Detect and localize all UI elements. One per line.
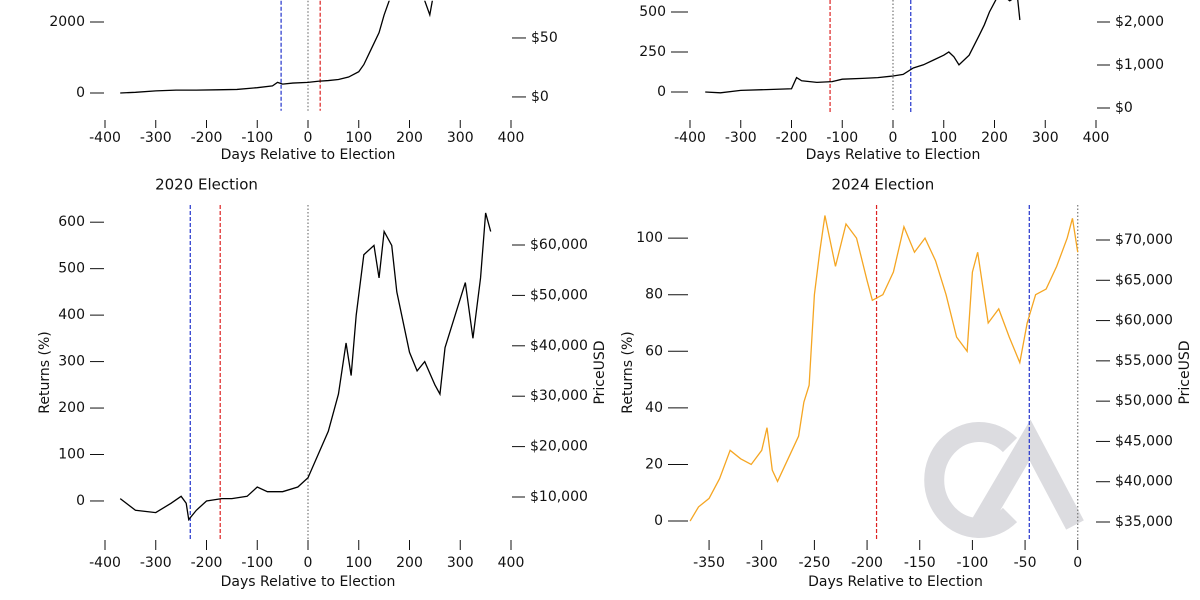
- y-tick-label: 200: [58, 400, 85, 416]
- watermark: [924, 419, 1084, 538]
- y2-tick-label: $30,000: [530, 388, 588, 404]
- x-tick-label: 100: [345, 555, 372, 571]
- x-tick-label: 200: [396, 555, 423, 571]
- x-tick-label: -200: [851, 555, 883, 571]
- y-tick-label: 300: [58, 354, 85, 370]
- y2-tick-label: $55,000: [1115, 353, 1173, 369]
- x-axis-label: Days Relative to Election: [808, 574, 983, 590]
- panel: 2020 Election -400 -300 -200 -100 0 100 200 300 4…: [37, 176, 608, 591]
- x-tick-label: -250: [799, 555, 831, 571]
- x-tick-label: -300: [140, 130, 172, 146]
- x-tick-label: -100: [826, 130, 858, 146]
- y2-tick-label: $50: [531, 30, 558, 46]
- y-tick-label: 60: [645, 343, 663, 359]
- y-tick-label: 80: [645, 287, 663, 303]
- y2-tick-label: $70,000: [1115, 232, 1173, 248]
- y2-tick-label: $40,000: [1115, 474, 1173, 490]
- y-tick-label: 20: [645, 456, 663, 472]
- y-tick-label: 100: [58, 447, 85, 463]
- y2-tick-label: $10,000: [530, 489, 588, 505]
- x-axis-label: Days Relative to Election: [806, 147, 981, 163]
- y2-tick-label: $45,000: [1115, 433, 1173, 449]
- y2-tick-label: $60,000: [530, 237, 588, 253]
- x-tick-label: -400: [89, 130, 121, 146]
- y2-tick-label: $65,000: [1115, 272, 1173, 288]
- y2-tick-label: $0: [531, 89, 549, 105]
- y2-tick-label: $2,000: [1115, 14, 1164, 30]
- watermark-m: [971, 419, 1084, 531]
- y2-tick-label: $0: [1115, 100, 1133, 116]
- x-tick-label: 0: [304, 555, 313, 571]
- x-tick-label: 0: [889, 130, 898, 146]
- y2-tick-label: $1,000: [1115, 57, 1164, 73]
- x-axis-label: Days Relative to Election: [221, 574, 396, 590]
- x-tick-label: -50: [1014, 555, 1037, 571]
- x-tick-label: -100: [957, 555, 989, 571]
- y-tick-label: 500: [639, 4, 666, 20]
- y-axis-label: Returns (%): [37, 331, 53, 413]
- watermark-c: [924, 422, 1018, 538]
- y-tick-label: 0: [76, 493, 85, 509]
- x-tick-label: -200: [776, 130, 808, 146]
- y2-tick-label: $20,000: [530, 439, 588, 455]
- x-tick-label: -150: [904, 555, 936, 571]
- x-axis-label: Days Relative to Election: [221, 147, 396, 163]
- price-line: [119, 212, 492, 522]
- x-tick-label: -100: [241, 130, 273, 146]
- price-line: [705, 0, 1021, 94]
- y2-tick-label: $35,000: [1115, 514, 1173, 530]
- y-tick-label: 40: [645, 400, 663, 416]
- x-tick-label: 300: [447, 130, 474, 146]
- y-tick-label: 0: [654, 513, 663, 529]
- price-line: [689, 215, 1079, 522]
- x-tick-label: -300: [140, 555, 172, 571]
- panel: -400 -300 -200 -100 0 100 200 300 400 0 250 500 $0 $1…: [639, 0, 1164, 163]
- y2-tick-label: $50,000: [1115, 393, 1173, 409]
- y2-axis-label: PriceUSD: [1177, 340, 1193, 404]
- y2-axis-label: PriceUSD: [592, 340, 608, 404]
- y2-tick-label: $40,000: [530, 338, 588, 354]
- panel-title: 2020 Election: [155, 176, 258, 194]
- x-tick-label: -400: [89, 555, 121, 571]
- x-tick-label: 100: [930, 130, 957, 146]
- x-tick-label: 400: [498, 555, 525, 571]
- x-tick-label: 400: [498, 130, 525, 146]
- y-tick-label: 600: [58, 214, 85, 230]
- x-tick-label: -300: [746, 555, 778, 571]
- y-axis-label: Returns (%): [620, 331, 636, 413]
- x-tick-label: -350: [693, 555, 725, 571]
- x-tick-label: -200: [191, 130, 223, 146]
- x-tick-label: 300: [447, 555, 474, 571]
- x-tick-label: -100: [241, 555, 273, 571]
- panel: 2024 Election -350 -300 -250 -200 -150 -100 -50…: [620, 176, 1193, 591]
- y-tick-label: 250: [639, 44, 666, 60]
- panel-title: 2024 Election: [831, 176, 934, 194]
- y2-tick-label: $60,000: [1115, 313, 1173, 329]
- x-tick-label: 0: [304, 130, 313, 146]
- y2-tick-label: $50,000: [530, 287, 588, 303]
- y-tick-label: 0: [76, 85, 85, 101]
- y-tick-label: 0: [657, 84, 666, 100]
- x-tick-label: -300: [725, 130, 757, 146]
- panel: -400 -300 -200 -100 0 100 200 300 400 0 2000 $0 $50 D…: [49, 0, 558, 163]
- x-tick-label: 100: [345, 130, 372, 146]
- x-tick-label: -400: [674, 130, 706, 146]
- y-tick-label: 100: [636, 230, 663, 246]
- y-tick-label: 500: [58, 261, 85, 277]
- y-tick-label: 400: [58, 307, 85, 323]
- y-tick-label: 2000: [49, 14, 85, 30]
- x-tick-label: 200: [396, 130, 423, 146]
- x-tick-label: 300: [1032, 130, 1059, 146]
- x-tick-label: 200: [981, 130, 1008, 146]
- x-tick-label: -200: [191, 555, 223, 571]
- price-line: [120, 0, 434, 94]
- x-tick-label: 0: [1073, 555, 1082, 571]
- x-tick-label: 400: [1083, 130, 1110, 146]
